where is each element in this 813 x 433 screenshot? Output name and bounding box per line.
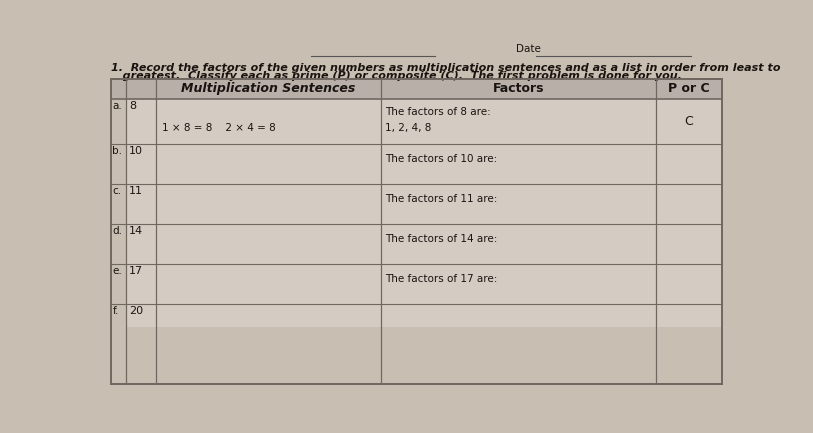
Bar xyxy=(156,144,380,184)
Bar xyxy=(127,184,156,224)
Text: c.: c. xyxy=(112,186,122,196)
Text: f.: f. xyxy=(112,306,119,316)
Bar xyxy=(111,264,127,304)
Bar xyxy=(127,264,156,304)
Text: d.: d. xyxy=(112,226,123,236)
Text: 10: 10 xyxy=(128,146,143,156)
Bar xyxy=(380,184,656,224)
Bar xyxy=(111,224,127,264)
Bar xyxy=(380,224,656,264)
Bar xyxy=(156,184,380,224)
Text: 20: 20 xyxy=(128,306,143,316)
Bar xyxy=(380,304,656,327)
Bar xyxy=(656,264,722,304)
Bar xyxy=(127,144,156,184)
Text: Multiplication Sentences: Multiplication Sentences xyxy=(181,82,355,95)
Bar xyxy=(156,99,380,144)
Bar xyxy=(656,184,722,224)
Bar xyxy=(127,99,156,144)
Bar xyxy=(111,99,127,144)
Text: b.: b. xyxy=(112,146,123,156)
Bar xyxy=(111,144,127,184)
Text: The factors of 17 are:: The factors of 17 are: xyxy=(385,274,498,284)
Bar xyxy=(111,304,127,327)
Text: The factors of 10 are:: The factors of 10 are: xyxy=(385,154,498,164)
Text: Date: Date xyxy=(516,44,541,54)
Bar xyxy=(656,144,722,184)
Bar xyxy=(380,99,656,144)
Text: 1.  Record the factors of the given numbers as multiplication sentences and as a: 1. Record the factors of the given numbe… xyxy=(111,63,780,73)
Text: 8: 8 xyxy=(128,101,136,111)
Text: The factors of 8 are:: The factors of 8 are: xyxy=(385,107,491,117)
Bar xyxy=(380,144,656,184)
Bar xyxy=(380,264,656,304)
Bar xyxy=(111,79,722,99)
Text: 17: 17 xyxy=(128,266,143,276)
Bar xyxy=(656,99,722,144)
Text: 1 × 8 = 8    2 × 4 = 8: 1 × 8 = 8 2 × 4 = 8 xyxy=(162,123,276,133)
Bar xyxy=(127,224,156,264)
Text: The factors of 11 are:: The factors of 11 are: xyxy=(385,194,498,204)
Text: 11: 11 xyxy=(128,186,143,196)
Text: The factors of 14 are:: The factors of 14 are: xyxy=(385,234,498,244)
Text: 14: 14 xyxy=(128,226,143,236)
Text: P or C: P or C xyxy=(667,82,710,95)
Text: 1, 2, 4, 8: 1, 2, 4, 8 xyxy=(385,123,432,133)
Bar xyxy=(656,304,722,327)
Bar xyxy=(156,304,380,327)
Bar xyxy=(656,224,722,264)
Bar xyxy=(111,184,127,224)
Text: Factors: Factors xyxy=(493,82,544,95)
Text: greatest.  Classify each as prime (P) or composite (C).  The first problem is do: greatest. Classify each as prime (P) or … xyxy=(111,71,682,81)
Bar xyxy=(156,264,380,304)
Text: C: C xyxy=(685,115,693,128)
Text: e.: e. xyxy=(112,266,122,276)
Bar xyxy=(156,224,380,264)
Text: a.: a. xyxy=(112,101,122,111)
Bar xyxy=(127,304,156,327)
